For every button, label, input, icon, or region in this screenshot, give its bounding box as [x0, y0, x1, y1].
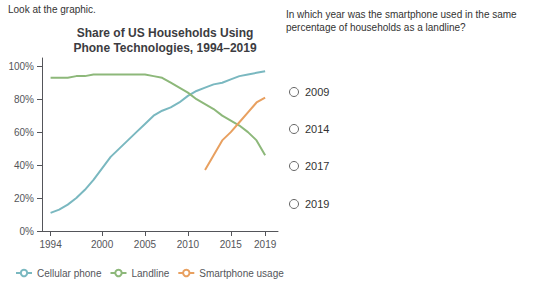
svg-text:2017: 2017: [305, 160, 329, 172]
svg-text:Share of US Households Using: Share of US Households Using: [77, 26, 254, 40]
svg-text:60%: 60%: [14, 127, 34, 138]
svg-text:2009: 2009: [305, 86, 329, 98]
svg-text:1994: 1994: [39, 239, 62, 250]
svg-text:Phone Technologies, 1994–2019: Phone Technologies, 1994–2019: [73, 41, 257, 55]
svg-text:80%: 80%: [14, 94, 34, 105]
svg-text:2014: 2014: [305, 123, 329, 135]
svg-text:2010: 2010: [177, 239, 200, 250]
svg-text:2019: 2019: [254, 239, 277, 250]
svg-text:Landline: Landline: [131, 268, 169, 279]
svg-text:40%: 40%: [14, 160, 34, 171]
svg-text:percentage of households as a: percentage of households as a landline?: [286, 22, 466, 33]
svg-text:2019: 2019: [305, 198, 329, 210]
svg-text:2000: 2000: [91, 239, 114, 250]
svg-text:Cellular phone: Cellular phone: [37, 268, 102, 279]
svg-text:0%: 0%: [20, 226, 35, 237]
svg-text:In which year was the smartpho: In which year was the smartphone used in…: [286, 9, 517, 20]
svg-text:100%: 100%: [8, 61, 34, 72]
svg-text:2015: 2015: [220, 239, 243, 250]
svg-text:20%: 20%: [14, 193, 34, 204]
svg-text:Smartphone usage: Smartphone usage: [199, 268, 284, 279]
svg-text:2005: 2005: [134, 239, 157, 250]
svg-text:Look at the graphic.: Look at the graphic.: [8, 4, 96, 15]
